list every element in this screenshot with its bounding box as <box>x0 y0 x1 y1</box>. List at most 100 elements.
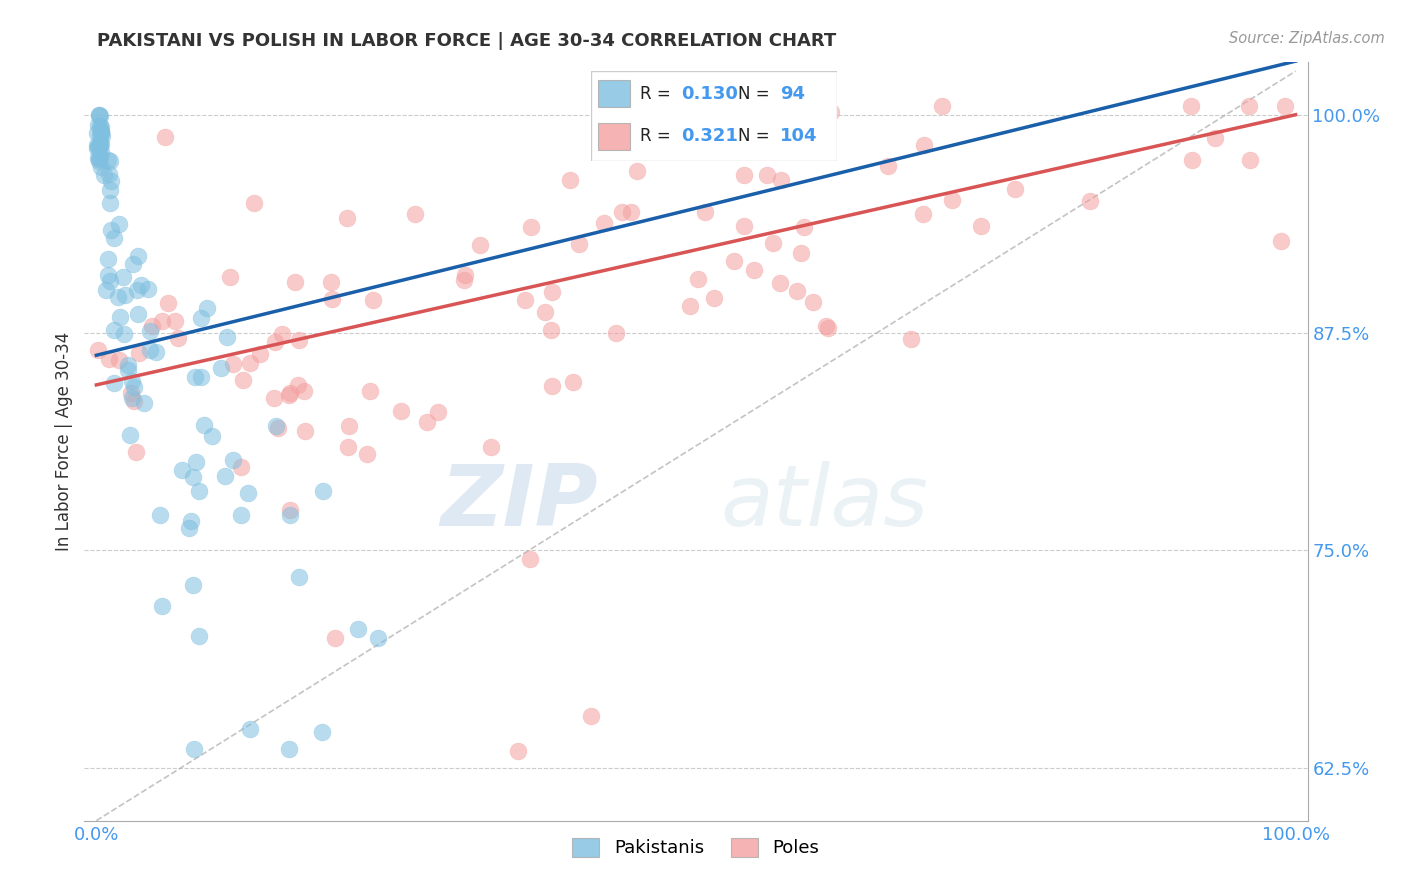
Point <box>122 257 145 271</box>
Point <box>150 599 173 613</box>
Point <box>201 429 224 443</box>
Point <box>183 742 205 756</box>
Point <box>112 326 135 341</box>
Point <box>87 139 110 153</box>
Point <box>561 375 583 389</box>
Point <box>110 310 132 325</box>
Point <box>768 277 790 291</box>
Point <box>294 424 316 438</box>
Point <box>89 153 111 168</box>
Point <box>941 193 963 207</box>
Point <box>479 440 502 454</box>
Point <box>180 514 202 528</box>
Point <box>612 204 634 219</box>
Point <box>1239 153 1261 168</box>
Point <box>103 231 125 245</box>
Point <box>312 483 335 498</box>
Point <box>98 154 121 169</box>
Point <box>121 391 143 405</box>
Point <box>278 508 301 522</box>
Point <box>336 211 359 225</box>
Point <box>190 311 212 326</box>
Point <box>86 151 108 165</box>
Point <box>97 252 120 266</box>
Point <box>89 110 111 124</box>
Point <box>470 238 492 252</box>
Point <box>792 99 814 113</box>
Point <box>87 108 110 122</box>
Point <box>181 470 204 484</box>
Point <box>89 139 111 153</box>
Point <box>100 173 122 187</box>
Point <box>87 118 110 132</box>
Point <box>900 332 922 346</box>
Point <box>1080 194 1102 208</box>
Point <box>100 223 122 237</box>
Text: ZIP: ZIP <box>440 460 598 544</box>
Point <box>121 374 143 388</box>
Text: 104: 104 <box>780 128 817 145</box>
Point <box>127 283 149 297</box>
Point <box>271 326 294 341</box>
Point <box>762 235 785 250</box>
Point <box>90 126 112 140</box>
Point <box>90 160 112 174</box>
Text: Source: ZipAtlas.com: Source: ZipAtlas.com <box>1229 31 1385 46</box>
Point <box>311 725 333 739</box>
Point <box>325 631 347 645</box>
Point <box>356 447 378 461</box>
Point <box>770 173 793 187</box>
Point <box>150 313 173 327</box>
Point <box>367 631 389 645</box>
Point <box>292 384 315 398</box>
Point <box>347 622 370 636</box>
Point <box>786 284 808 298</box>
Point <box>120 428 142 442</box>
Point <box>117 358 139 372</box>
Point <box>108 218 131 232</box>
Point <box>87 108 110 122</box>
Point <box>149 508 172 523</box>
Point <box>195 301 218 315</box>
Point <box>288 333 311 347</box>
Point <box>278 741 301 756</box>
Point <box>404 207 426 221</box>
Point <box>264 335 287 350</box>
Point <box>453 273 475 287</box>
Point <box>877 159 900 173</box>
Point <box>454 268 477 282</box>
FancyBboxPatch shape <box>591 71 837 161</box>
Point <box>243 196 266 211</box>
Point <box>519 552 541 566</box>
Point <box>188 629 211 643</box>
Point <box>931 99 953 113</box>
Point <box>145 345 167 359</box>
Point <box>249 347 271 361</box>
Point <box>1181 153 1204 168</box>
Point <box>695 205 717 219</box>
Point <box>89 124 111 138</box>
Text: 0.321: 0.321 <box>682 128 738 145</box>
Point <box>90 136 112 151</box>
Point <box>91 128 114 143</box>
Point <box>86 126 108 140</box>
Point <box>287 378 309 392</box>
Point <box>533 305 555 319</box>
Point <box>278 388 301 402</box>
Point <box>1180 99 1202 113</box>
Point <box>128 346 150 360</box>
Point <box>209 361 232 376</box>
Point <box>790 246 813 260</box>
Point <box>1204 130 1226 145</box>
Text: 0.130: 0.130 <box>682 85 738 103</box>
Bar <box>598 80 630 107</box>
Bar <box>598 123 630 150</box>
Point <box>540 379 562 393</box>
Point <box>820 104 842 119</box>
Point <box>97 167 120 181</box>
Point <box>1270 234 1292 248</box>
Point <box>733 168 755 182</box>
Point <box>280 386 302 401</box>
Point <box>513 293 536 307</box>
Point <box>125 445 148 459</box>
